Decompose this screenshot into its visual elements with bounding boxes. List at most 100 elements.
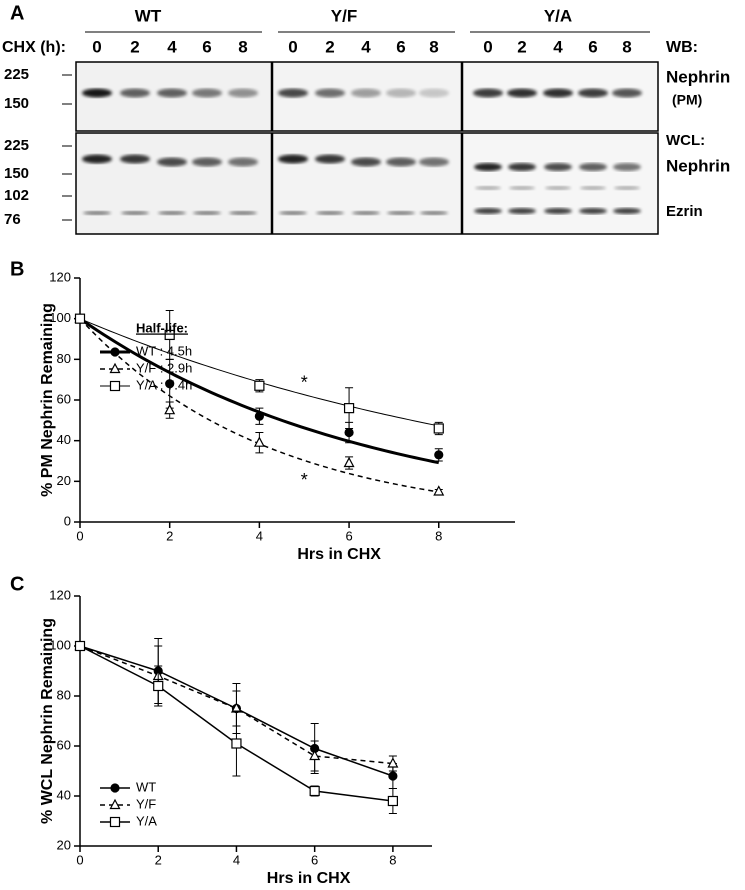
band [351,88,381,98]
lane-label: 4 [553,37,563,56]
y-axis-title: % PM Nephrin Remaining [39,303,56,497]
band [315,154,345,164]
legend-label: Y/A [136,813,157,828]
legend-label: WT [136,779,156,794]
x-axis-title: Hrs in CHX [297,546,381,563]
band [475,186,501,190]
point [254,380,265,391]
band [279,211,307,215]
band [580,186,606,190]
band [386,88,416,98]
blot-frame [75,61,659,132]
legend-label: Y/A : 7.4h [136,377,192,392]
series [74,310,444,436]
legend-label: Y/F [136,796,156,811]
fit-curve [79,318,439,493]
band [83,211,111,215]
band [419,88,449,98]
mw-marker: 150 [4,95,29,112]
point [387,757,399,768]
group-label: Y/F [331,6,357,25]
lane-label: 8 [238,37,247,56]
band [82,88,112,98]
point [309,785,320,797]
band [229,211,257,215]
y-tick-label: 120 [49,269,71,284]
point [388,771,398,781]
band [82,154,112,164]
band [507,88,537,98]
band [473,88,503,98]
series [74,312,445,496]
mw-marker: 225 [4,66,29,83]
blot-label: Nephrin [666,156,730,175]
point [434,450,444,460]
lane-label: 6 [396,37,405,56]
y-tick-label: 120 [49,587,71,602]
band [420,211,448,215]
point [74,313,86,324]
blot-frame [75,132,659,235]
blot-bg [76,133,272,234]
y-tick-label: 0 [64,513,71,528]
band [545,186,571,190]
band [157,157,187,167]
lane-label: 4 [361,37,371,56]
annotation: * [301,470,308,490]
point [164,403,176,415]
band [474,163,502,171]
lane-label: 0 [483,37,492,56]
band [192,157,222,167]
lane-label: 6 [588,37,597,56]
point [109,380,121,392]
point [231,738,242,749]
band [278,88,308,98]
point [109,362,121,374]
band [578,88,608,98]
point [433,485,445,496]
y-tick-label: 40 [57,787,71,802]
band [508,163,536,171]
band [193,211,221,215]
band [613,208,641,214]
band [544,208,572,214]
point [344,427,354,438]
band [157,88,187,98]
y-tick-label: 80 [57,687,71,702]
group-label: Y/A [544,6,572,25]
point [74,640,86,652]
point [165,379,175,389]
point [343,403,355,414]
point [254,411,264,421]
lane-label: 0 [92,37,101,56]
blot-title: WCL: [666,132,705,149]
series-line [79,645,393,765]
point [164,329,175,341]
panel-letter: B [10,258,24,280]
band [158,211,186,215]
band [228,88,258,98]
y-tick-label: 40 [57,432,71,447]
x-axis-title: Hrs in CHX [267,870,351,887]
y-tick-label: 60 [57,391,71,406]
mw-marker: 150 [4,165,29,182]
y-tick-label: 20 [57,837,71,852]
band [509,186,535,190]
lane-label: 2 [130,37,139,56]
panel-letter: A [10,2,24,24]
x-tick-label: 6 [345,528,352,543]
lane-label: 8 [622,37,631,56]
lane-label: 6 [202,37,211,56]
point [253,436,265,447]
band [579,208,607,214]
y-tick-label: 80 [57,351,71,366]
x-tick-label: 4 [233,852,240,867]
panel-letter: C [10,573,24,595]
lane-label: 2 [517,37,526,56]
band [228,157,258,167]
band [612,88,642,98]
band [351,157,381,167]
y-axis-title: % WCL Nephrin Remaining [39,618,56,824]
